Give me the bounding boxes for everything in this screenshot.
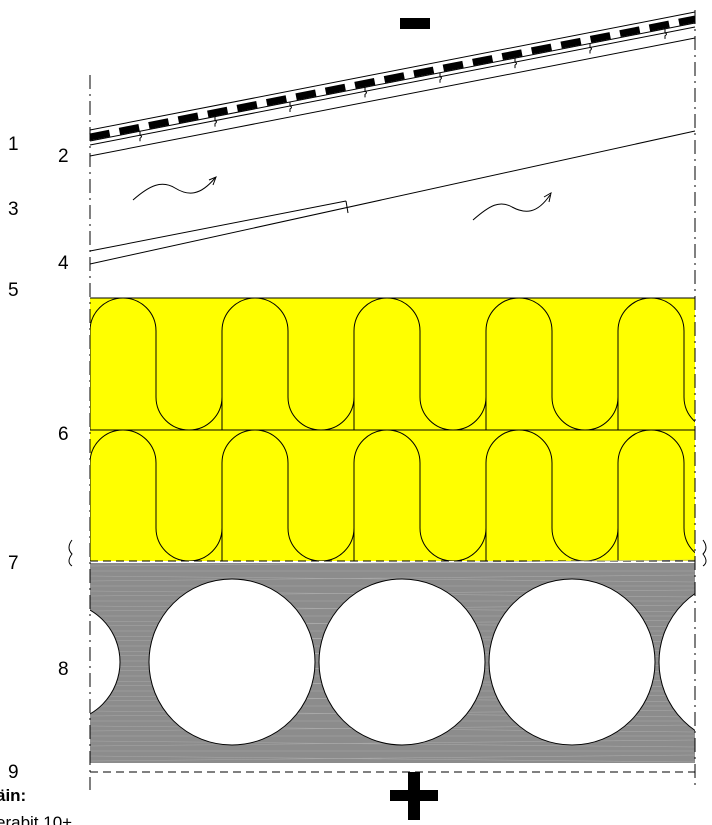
layer-label-5: 5 [8,280,19,301]
layer-label-1: 1 [8,134,19,155]
layer-label-4: 4 [58,253,69,274]
plus-sign-icon [390,772,438,820]
layer-label-8: 8 [58,659,69,680]
layer-label-2: 2 [58,146,69,167]
hollow-core-slab [89,559,696,763]
section-boundaries [89,10,696,790]
minus-sign-icon [400,18,430,29]
airflow-arrow-icon-2 [472,194,551,221]
roof-tiles [89,11,696,157]
membrane [89,130,696,265]
footer-text: erabit 10+ [0,813,72,825]
layer-label-6: 6 [58,424,69,445]
layer-label-9: 9 [8,762,19,783]
insulation-layer [90,297,695,562]
airflow-arrow-icon [132,177,216,201]
footer-heading: äin: [0,786,26,805]
layer-label-7: 7 [8,553,19,574]
underlay-line [89,37,696,157]
layer-label-3: 3 [8,199,19,220]
